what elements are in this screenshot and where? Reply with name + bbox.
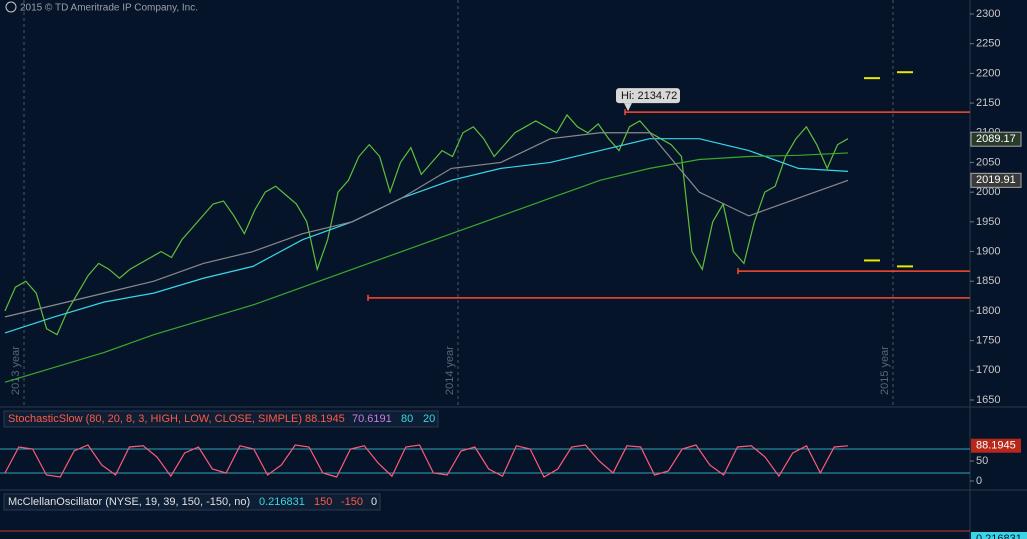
y-tick-label: 2200 [976,67,1000,79]
indicator-title: McClellanOscillator (NYSE, 19, 39, 150, … [8,496,250,508]
indicator-readout: 0.216831 [259,496,305,508]
indicator-readout: 80 [401,413,413,425]
high-callout [616,88,680,104]
panel-header [3,410,439,428]
indicator-badge-label: 0.216831 [976,533,1022,539]
period-label: 2015 year [879,346,891,395]
y-tick-label: 1650 [976,394,1000,406]
y-tick-label: 0 [976,475,982,487]
series-line [4,138,849,334]
y-tick-label: 1900 [976,245,1000,257]
indicator-readout: 70.6191 [352,413,392,425]
series-line [4,113,849,336]
info-icon[interactable] [5,1,17,13]
indicator-title: StochasticSlow (80, 20, 8, 3, HIGH, LOW,… [8,413,302,425]
series-line [4,152,849,383]
panel-header [3,493,381,511]
y-tick-label: 1950 [976,216,1000,228]
indicator-badge-label: 88.1945 [976,440,1016,452]
price-badge [970,131,1022,147]
series-line [4,444,849,478]
y-tick-label: 1850 [976,275,1000,287]
indicator-badge [971,438,1021,453]
price-badge [970,172,1022,188]
indicator-readout: 0 [371,496,377,508]
y-tick-label: 1700 [976,364,1000,376]
y-tick-label: 1800 [976,305,1000,317]
y-tick-label: 1750 [976,335,1000,347]
price-badge-label: 2019.91 [976,174,1016,186]
indicator-readout: -150 [341,496,363,508]
indicator-badge [971,532,1027,539]
indicator-readout: 88.1945 [305,413,345,425]
series-line [4,132,849,318]
period-label: 2014 year [444,346,456,395]
copyright: 2015 © TD Ameritrade IP Company, Inc. [20,3,198,14]
y-tick-label: 2000 [976,186,1000,198]
y-tick-label: 2250 [976,38,1000,50]
high-callout-pointer [624,103,632,112]
indicator-readout: 20 [423,413,435,425]
y-tick-label: 50 [976,455,988,467]
period-label: 2013 year [10,346,22,395]
y-tick-label: 2050 [976,156,1000,168]
y-tick-label: 2300 [976,8,1000,20]
price-badge-label: 2089.17 [976,133,1016,145]
y-tick-label: 2150 [976,97,1000,109]
indicator-readout: 150 [314,496,332,508]
high-label: Hi: 2134.72 [621,90,677,102]
